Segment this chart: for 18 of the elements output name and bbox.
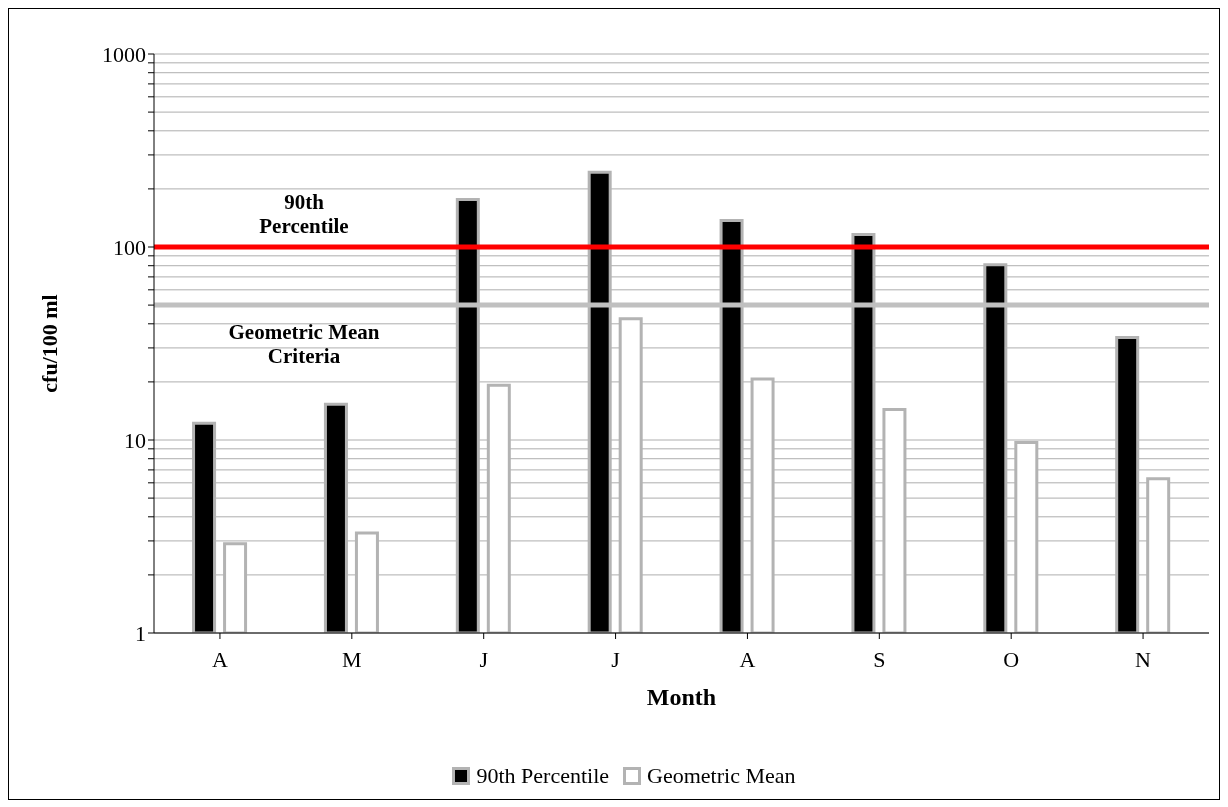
y-tick-label: 1000 <box>102 41 146 67</box>
x-tick-label: A <box>211 646 228 672</box>
x-tick-label: J <box>611 646 621 672</box>
x-tick-label: O <box>1003 646 1020 672</box>
y-axis-title: cfu/100 ml <box>36 294 62 393</box>
ref-line-label: Geometric Mean Criteria <box>228 320 380 369</box>
x-tick-label: S <box>873 646 886 672</box>
legend-label: Geometric Mean <box>647 763 796 789</box>
y-tick-label: 100 <box>113 234 146 260</box>
ref-line-label: 90th Percentile <box>259 190 349 238</box>
y-tick-label: 10 <box>124 427 146 453</box>
x-tick-label: A <box>739 646 756 672</box>
x-tick-label: J <box>479 646 489 672</box>
legend-label: 90th Percentile <box>476 763 610 789</box>
x-tick-label: M <box>342 646 362 672</box>
y-tick-label: 1 <box>135 620 146 646</box>
x-tick-label: N <box>1135 646 1152 672</box>
x-axis-title: Month <box>646 684 717 710</box>
